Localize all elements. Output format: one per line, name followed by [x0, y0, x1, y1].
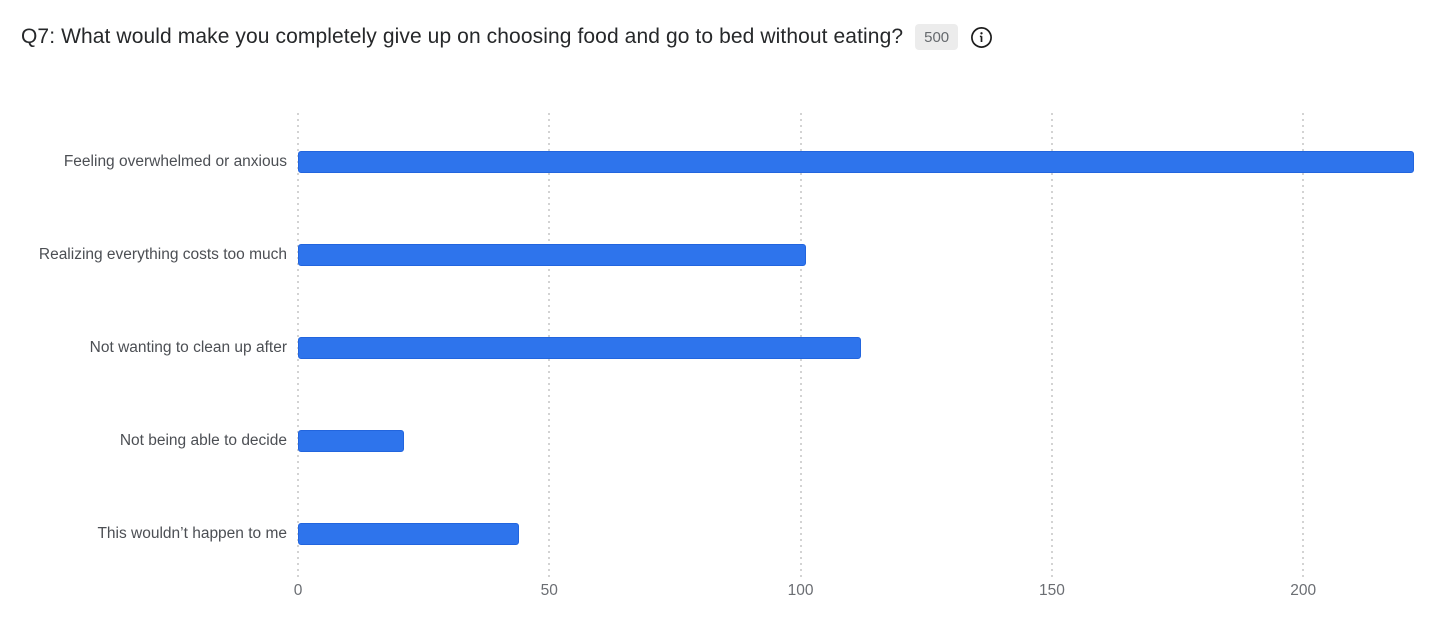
bar-2[interactable] [298, 243, 806, 266]
bar-5[interactable] [298, 522, 520, 545]
gridline [1050, 113, 1053, 577]
chart-header: Q7: What would make you completely give … [21, 24, 993, 50]
x-tick-label: 200 [1290, 582, 1317, 599]
chart-row: Not being able to decide [0, 394, 1456, 487]
x-tick-label: 100 [787, 582, 814, 599]
plot-cell [298, 522, 1456, 545]
chart-row: Not wanting to clean up after [0, 301, 1456, 394]
gridline [1302, 113, 1305, 577]
chart-row: Realizing everything costs too much [0, 208, 1456, 301]
category-label: Not wanting to clean up after [89, 338, 287, 356]
category-label: Feeling overwhelmed or anxious [63, 152, 287, 170]
response-count-badge: 500 [915, 24, 959, 50]
plot-cell [298, 150, 1456, 173]
x-tick-label: 0 [293, 582, 303, 599]
chart-row: Feeling overwhelmed or anxious [0, 115, 1456, 208]
category-label: This wouldn’t happen to me [97, 524, 287, 542]
bar-4[interactable] [298, 429, 404, 452]
plot-cell [298, 243, 1456, 266]
x-axis: 0 50 100 150 200 [294, 582, 1456, 602]
chart-row: This wouldn’t happen to me [0, 487, 1456, 580]
category-label: Not being able to decide [119, 431, 287, 449]
bar-1[interactable] [298, 150, 1414, 173]
info-icon[interactable] [970, 26, 993, 49]
question-title: Q7: What would make you completely give … [21, 25, 904, 48]
chart-rows: Feeling overwhelmed or anxious Realizing … [0, 115, 1456, 580]
plot-cell [298, 429, 1456, 452]
x-tick-label: 150 [1038, 582, 1065, 599]
x-tick-label: 50 [540, 582, 558, 599]
bar-3[interactable] [298, 336, 861, 359]
plot-cell [298, 336, 1456, 359]
category-label: Realizing everything costs too much [38, 245, 287, 263]
